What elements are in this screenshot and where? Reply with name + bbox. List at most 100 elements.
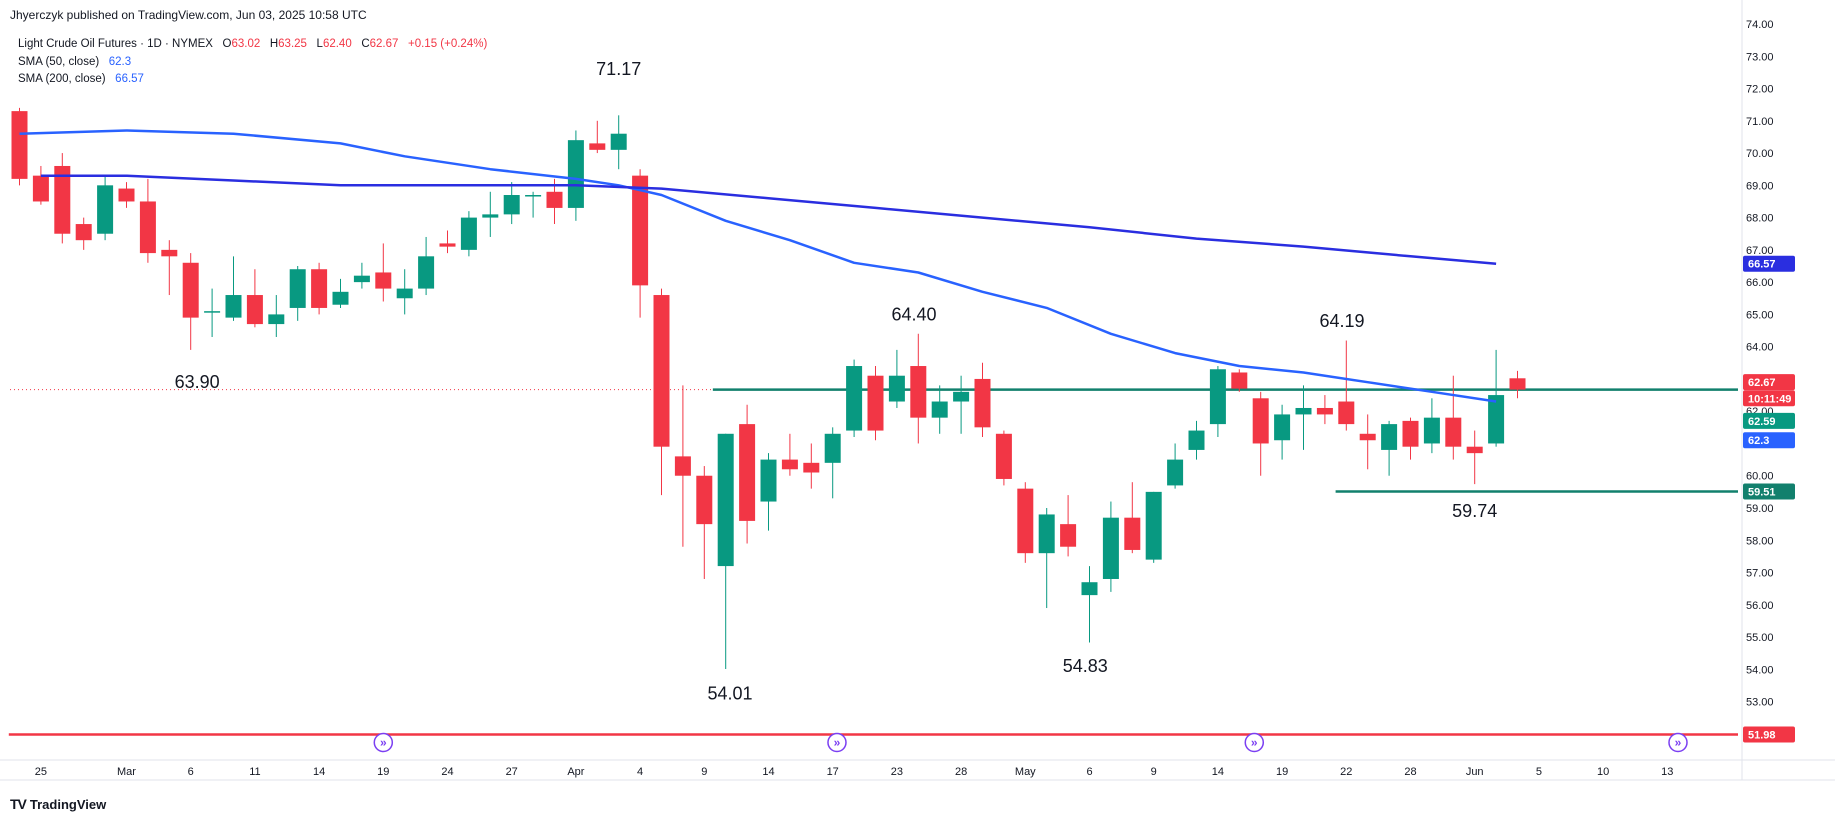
candle-body [182,262,199,318]
tradingview-logo-icon: TV [10,796,27,812]
x-tick-label: 6 [1086,766,1092,778]
high-value: 63.25 [278,38,307,50]
price-axis-badge-text: 10:11:49 [1748,393,1791,405]
x-tick-label: 5 [1536,766,1542,778]
candle-body [1338,401,1355,425]
candle-body [974,378,991,428]
candle-body [1509,378,1526,390]
candle-body [1017,488,1034,554]
x-tick-label: Apr [567,766,584,778]
event-marker-glyph: » [1251,736,1258,750]
price-axis-badge-text: 66.57 [1748,259,1776,271]
candle-body [32,175,49,202]
candle-body [846,366,863,431]
candle-body [353,275,370,283]
candle-body [867,375,884,431]
event-marker-icon [373,732,394,753]
y-tick-label: 58.00 [1746,535,1774,547]
price-axis-badge [1743,726,1795,743]
x-tick-label: 25 [35,766,47,778]
candle-body [1060,524,1077,547]
y-tick-label: 69.00 [1746,180,1774,192]
candle-body [482,214,499,218]
event-marker-icon [1244,732,1265,753]
candle-body [1209,369,1226,425]
x-tick-label: 11 [249,766,260,778]
candle-body [760,459,777,502]
price-axis-badge [1743,255,1795,272]
y-tick-label: 71.00 [1746,116,1774,128]
y-tick-label: 74.00 [1746,19,1774,31]
x-tick-label: 19 [1276,766,1288,778]
x-tick-label: 22 [1340,766,1352,778]
candle-body [375,272,392,289]
tradingview-brand[interactable]: TV TradingView [10,796,106,812]
x-tick-label: 14 [313,766,325,778]
candle-body [396,288,413,299]
candle-body [1167,459,1184,486]
sma200-label: SMA (200, close) [18,73,106,85]
y-tick-label: 59.00 [1746,503,1774,515]
legend-sma50-row[interactable]: SMA (50, close) 62.3 [18,54,487,72]
candle-body [118,188,135,202]
x-tick-label: 14 [762,766,774,778]
x-tick-label: May [1015,766,1036,778]
price-axis-badge-text: 59.51 [1748,487,1776,499]
legend-sma200-row[interactable]: SMA (200, close) 66.57 [18,71,487,89]
candle-body [1402,420,1419,447]
brand-name: TradingView [29,796,107,812]
y-tick-label: 66.00 [1746,277,1774,289]
price-axis-badge-text: 62.67 [1748,377,1776,389]
event-marker-icon [1668,732,1688,753]
candle-body [1423,417,1440,444]
candle-body [674,456,691,476]
chart-legend: Light Crude Oil Futures · 1D · NYMEX O63… [18,36,487,89]
symbol-name[interactable]: Light Crude Oil Futures · 1D · NYMEX [18,38,213,50]
x-tick-label: Jun [1466,766,1484,778]
candle-body [289,269,306,308]
y-tick-label: 56.00 [1746,600,1774,612]
x-tick-label: 23 [891,766,903,778]
x-tick-label: Mar [117,766,136,778]
candle-body [139,201,156,254]
candle-body [1295,407,1312,415]
price-annotation: 59.74 [1452,501,1497,521]
candle-body [1359,433,1376,441]
sma50-label: SMA (50, close) [18,55,100,68]
x-tick-label: 17 [827,766,839,778]
x-tick-label: 9 [701,766,707,778]
candle-body [439,243,456,247]
price-annotation: 71.17 [596,59,641,79]
price-axis-badge-text: 62.59 [1748,416,1776,428]
x-tick-label: 6 [188,766,194,778]
x-tick-label: 28 [1404,766,1416,778]
candle-body [225,295,242,318]
candle-body [1124,517,1141,550]
y-tick-label: 65.00 [1746,309,1774,321]
sma50-value: 62.3 [108,55,132,68]
x-tick-label: 24 [441,766,453,778]
candle-body [739,424,756,521]
x-tick-label: 9 [1151,766,1157,778]
candle-body [910,366,927,418]
candle-body [567,140,584,208]
event-marker-icon [827,732,847,753]
candle-body [246,295,263,325]
candle-body [75,224,92,241]
candle-body [161,249,178,257]
candle-body [1188,430,1205,450]
price-axis-badge-text: 62.3 [1748,435,1769,447]
price-axis-badge [1743,390,1795,407]
candle-body [97,185,114,234]
candle-body [824,433,841,463]
candle-body [204,311,221,313]
candle-body [1274,414,1291,441]
sma200-value: 66.57 [115,73,144,85]
y-tick-label: 70.00 [1746,148,1774,160]
candle-body [1145,491,1162,560]
candle-body [332,291,349,305]
legend-ohlc-row[interactable]: Light Crude Oil Futures · 1D · NYMEX O63… [18,36,487,54]
candle-body [1231,372,1248,389]
price-annotation: 64.19 [1319,311,1364,331]
